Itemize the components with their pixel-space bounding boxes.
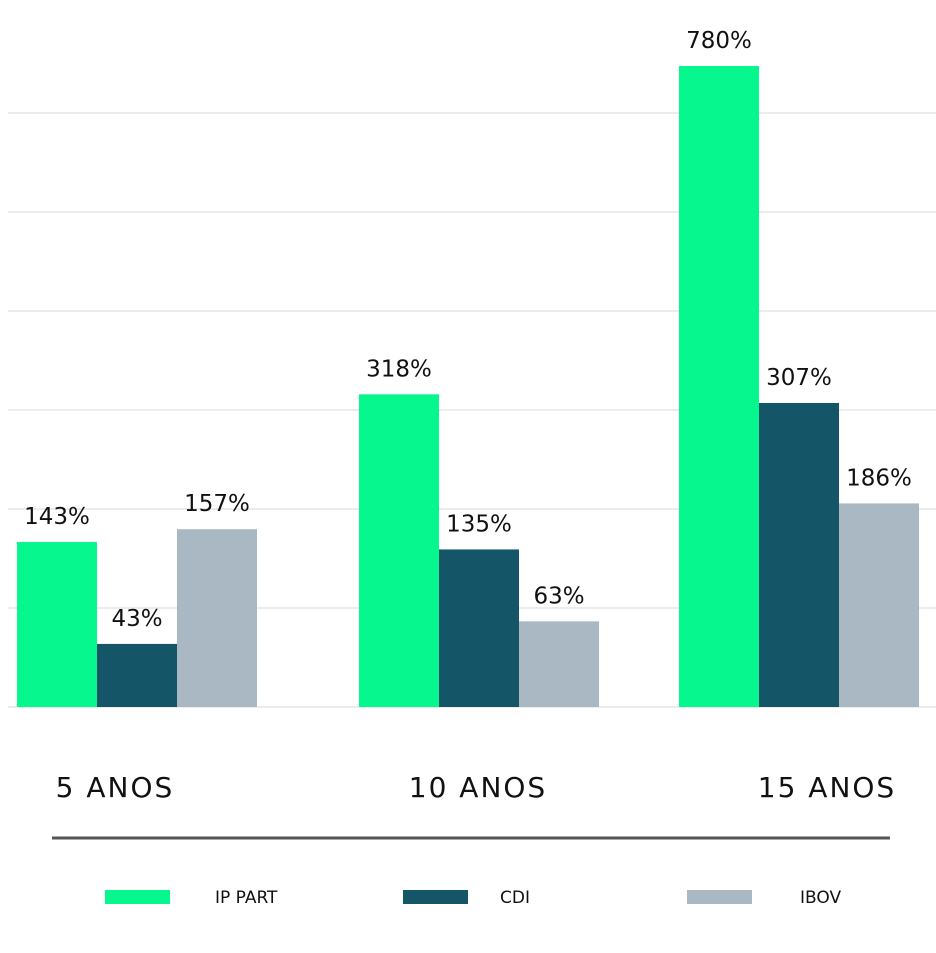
legend: IP PART CDI IBOV xyxy=(105,888,841,908)
bar-ip-part xyxy=(679,66,759,707)
data-label: 186% xyxy=(846,465,912,491)
bar-ibov xyxy=(519,621,599,707)
data-label: 143% xyxy=(24,504,90,530)
data-label: 307% xyxy=(766,365,832,391)
category-label: 15 ANOS xyxy=(758,771,896,804)
legend-label: IP PART xyxy=(215,888,278,908)
bar-cdi xyxy=(759,402,839,707)
legend-label: CDI xyxy=(500,888,530,908)
legend-swatch xyxy=(403,890,468,904)
data-label: 780% xyxy=(686,28,752,54)
data-label: 135% xyxy=(446,511,512,537)
legend-swatch xyxy=(105,890,170,904)
category-labels: 5 ANOS 10 ANOS 15 ANOS xyxy=(56,771,896,804)
legend-swatch xyxy=(687,890,752,904)
bar-ibov xyxy=(177,529,257,707)
category-label: 10 ANOS xyxy=(409,771,547,804)
data-label: 43% xyxy=(111,606,162,632)
data-label: 63% xyxy=(533,583,584,609)
bar-cdi xyxy=(439,549,519,707)
gridlines xyxy=(8,112,936,708)
bar-ip-part xyxy=(17,542,97,707)
bar-ip-part xyxy=(359,394,439,707)
data-label: 157% xyxy=(184,491,250,517)
legend-label: IBOV xyxy=(800,888,841,908)
category-label: 5 ANOS xyxy=(56,771,175,804)
data-label: 318% xyxy=(366,356,432,382)
bars: 143% 43% 157% 318% 135% 63% 780% 307% 186% xyxy=(17,28,919,707)
bar-ibov xyxy=(839,503,919,707)
bar-cdi xyxy=(97,643,177,707)
